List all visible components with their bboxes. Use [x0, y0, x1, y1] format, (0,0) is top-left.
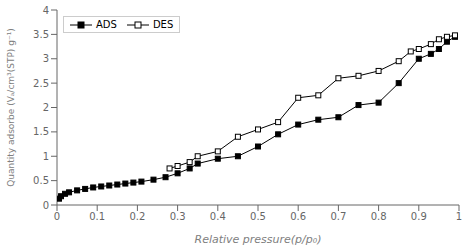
- svg-text:0: 0: [43, 200, 49, 211]
- svg-text:0.7: 0.7: [330, 211, 346, 222]
- svg-text:0.5: 0.5: [250, 211, 266, 222]
- html-text:ADS: ADS: [96, 19, 117, 30]
- svg-text:1.5: 1.5: [33, 126, 49, 137]
- svg-text:1: 1: [43, 151, 49, 162]
- svg-text:Quantity adsorbe (Vₐ/cm³(STP): Quantity adsorbe (Vₐ/cm³(STP) g⁻¹): [8, 28, 16, 187]
- svg-text:2: 2: [43, 102, 49, 113]
- svg-text:0.9: 0.9: [411, 211, 427, 222]
- svg-text:0.8: 0.8: [371, 211, 387, 222]
- svg-text:0.6: 0.6: [290, 211, 306, 222]
- svg-text:0.3: 0.3: [170, 211, 186, 222]
- svg-text:2.5: 2.5: [33, 78, 49, 89]
- svg-text:0: 0: [54, 211, 60, 222]
- svg-text:3: 3: [43, 53, 49, 64]
- html-text:DES: DES: [152, 19, 174, 30]
- svg-text:0.1: 0.1: [89, 211, 105, 222]
- svg-text:4: 4: [43, 5, 49, 16]
- svg-text:0.4: 0.4: [210, 211, 226, 222]
- svg-text:Relative pressure(p/p₀): Relative pressure(p/p₀): [194, 233, 321, 246]
- svg-text:3.5: 3.5: [33, 29, 49, 40]
- svg-text:0.5: 0.5: [33, 175, 49, 186]
- svg-text:1: 1: [456, 211, 462, 222]
- svg-text:0.2: 0.2: [129, 211, 145, 222]
